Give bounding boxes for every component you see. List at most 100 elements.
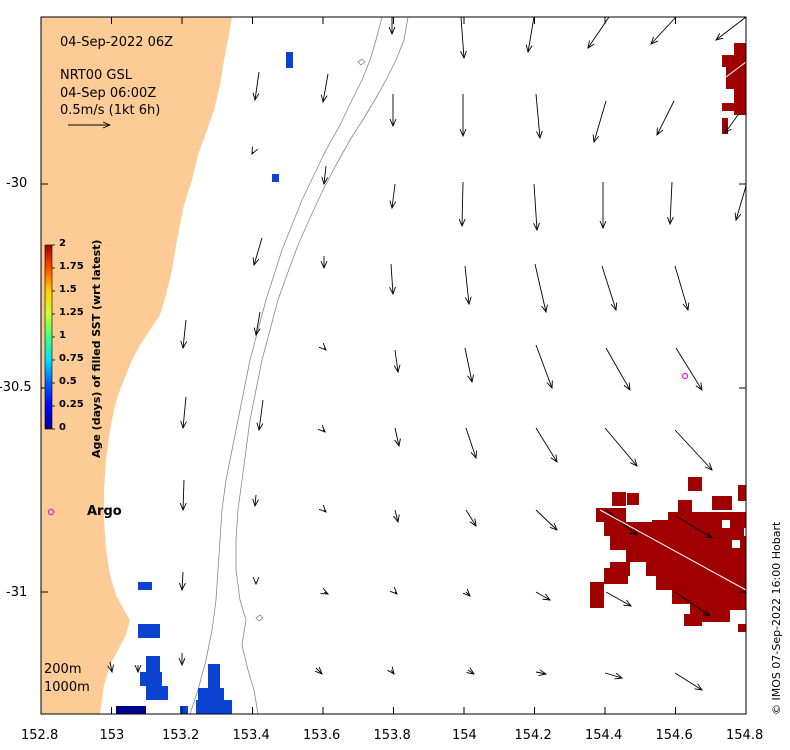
current-arrow [594, 100, 607, 142]
sst-cell [610, 536, 746, 550]
sst-cell [612, 492, 626, 506]
current-arrow [601, 265, 616, 310]
current-arrow [255, 494, 256, 506]
current-arrow [535, 672, 546, 674]
current-arrow [534, 183, 537, 230]
sst-cell [626, 550, 746, 562]
current-arrow [324, 510, 326, 512]
product-name: NRT00 GSL [60, 68, 132, 83]
argo-marker [681, 372, 689, 380]
lon-tick-label: 152.8 [21, 728, 59, 743]
current-arrow [465, 509, 476, 526]
current-arrow [534, 263, 546, 312]
sst-cell [684, 614, 702, 626]
current-arrow [323, 73, 329, 102]
lon-tick-label: 154 [452, 728, 477, 743]
current-arrow [674, 429, 712, 470]
sst-cell [738, 485, 746, 501]
current-arrow [464, 265, 469, 304]
sst-cell [700, 500, 708, 508]
sst-cell [688, 477, 702, 491]
current-arrow [605, 591, 631, 606]
colorbar-tick-label: 1.25 [59, 307, 84, 318]
depth-label-200m: 200m [44, 662, 82, 677]
sst-cell [272, 174, 279, 182]
lat-tick-label: -30.5 [0, 380, 32, 395]
current-arrow [252, 152, 253, 154]
current-arrow [391, 670, 394, 674]
current-arrow [316, 668, 322, 674]
current-arrow [535, 93, 540, 138]
argo-marker [47, 508, 55, 516]
current-arrow [528, 17, 535, 52]
lon-tick-label: 153.2 [162, 728, 200, 743]
scale-label: 0.5m/s (1kt 6h) [60, 103, 161, 118]
track-line [721, 61, 746, 81]
current-arrow [674, 265, 688, 310]
current-arrow [391, 263, 393, 294]
current-arrow [604, 427, 637, 466]
sst-cell [732, 540, 740, 548]
current-arrow [535, 344, 552, 388]
sst-cell [146, 656, 160, 672]
current-arrow [323, 430, 325, 432]
sst-cell [722, 103, 746, 111]
sst-cell [604, 568, 628, 584]
current-arrow [395, 427, 399, 446]
current-arrow [535, 509, 557, 530]
current-arrow [716, 17, 746, 40]
current-arrow [254, 237, 263, 265]
colorbar-tick-label: 0.25 [59, 399, 84, 410]
sst-cell [198, 688, 224, 702]
contour-1000m [235, 17, 409, 714]
sst-cell [706, 604, 746, 610]
current-arrow [670, 181, 672, 224]
current-arrow [725, 111, 741, 133]
current-arrow [395, 592, 397, 594]
sst-cell [180, 706, 188, 714]
sst-cell [138, 624, 160, 638]
sst-cell [672, 590, 746, 604]
current-arrow [255, 71, 260, 100]
current-arrow [256, 311, 260, 335]
sst-cell [726, 67, 746, 89]
colorbar-tick-label: 0.75 [59, 353, 84, 364]
current-arrow [651, 17, 677, 44]
current-arrow [535, 427, 557, 462]
depth-label-1000m: 1000m [44, 680, 90, 695]
argo-label: Argo [87, 504, 122, 519]
sst-cell [196, 700, 232, 714]
current-arrow [604, 672, 622, 678]
current-arrow [110, 661, 112, 672]
lat-tick-label: -30 [6, 176, 28, 191]
current-arrow [464, 347, 472, 382]
current-arrow [674, 672, 702, 690]
sst-cell [590, 582, 604, 608]
lat-tick-label: -31 [6, 585, 28, 600]
sst-cell [140, 672, 162, 686]
current-arrow [324, 165, 326, 184]
current-arrow [465, 427, 476, 458]
sst-cell [722, 520, 730, 528]
lon-tick-label: 154.6 [655, 728, 693, 743]
lon-tick-label: 154.2 [514, 728, 552, 743]
land-mass [41, 17, 232, 714]
current-arrow [395, 509, 398, 522]
current-arrow [657, 100, 675, 135]
product-time: 04-Sep 06:00Z [60, 86, 157, 101]
colorbar-ticks [52, 244, 55, 430]
lon-tick-label: 154.8 [726, 728, 764, 743]
lon-tick-label: 153.8 [373, 728, 411, 743]
current-arrow [183, 319, 186, 348]
current-arrow [183, 479, 184, 510]
colorbar [44, 244, 53, 430]
current-arrow [182, 571, 183, 590]
sst-cell [116, 706, 146, 714]
colorbar-tick-label: 0.5 [59, 376, 77, 387]
colorbar-tick-label: 1.5 [59, 284, 77, 295]
sst-cell [146, 686, 168, 700]
sst-cell [712, 496, 732, 510]
current-arrow [675, 347, 702, 390]
lon-tick-label: 153.4 [232, 728, 270, 743]
